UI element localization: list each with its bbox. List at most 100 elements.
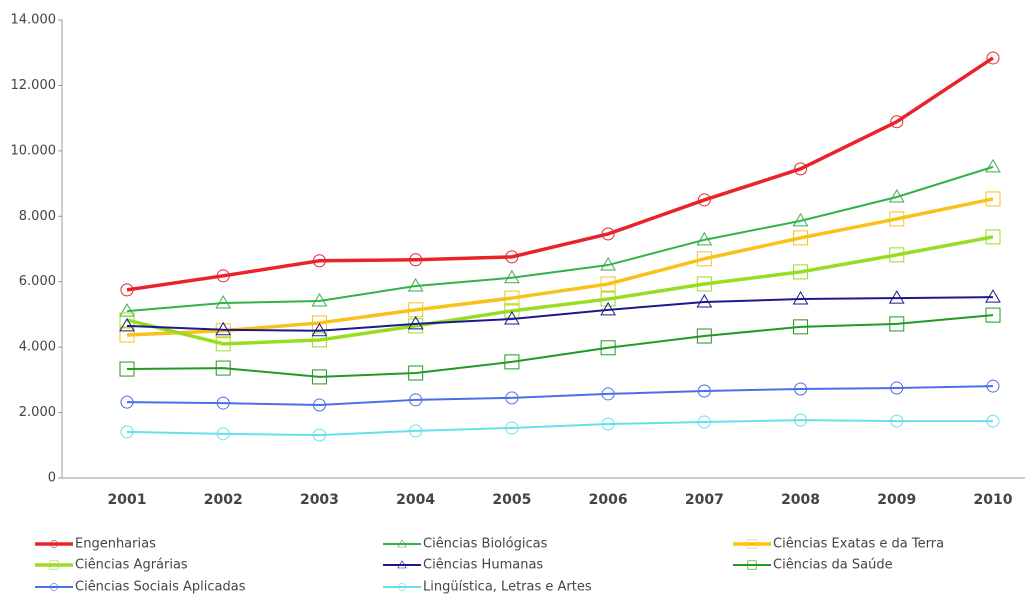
data-point — [312, 428, 326, 442]
data-point — [407, 315, 424, 330]
data-point — [601, 417, 615, 431]
data-point — [215, 360, 231, 376]
data-point — [888, 188, 905, 203]
x-tick-label: 2006 — [589, 492, 628, 508]
series-line — [126, 235, 994, 346]
data-point — [311, 293, 328, 307]
legend-marker — [747, 539, 757, 549]
x-tick-label: 2008 — [781, 492, 820, 508]
data-point — [792, 291, 809, 305]
legend-label: Lingüística, Letras e Artes — [423, 580, 592, 595]
data-point — [985, 191, 1001, 207]
legend-label: Ciências Agrárias — [75, 558, 188, 573]
data-point — [409, 253, 423, 267]
legend-label: Ciências Biológicas — [423, 537, 548, 552]
data-point — [407, 277, 424, 292]
data-point — [696, 251, 712, 267]
data-point — [216, 269, 230, 283]
data-point — [215, 294, 232, 309]
y-tick-label: 2.000 — [19, 405, 56, 420]
data-point — [504, 303, 520, 319]
data-point — [216, 427, 230, 441]
data-point — [119, 312, 135, 328]
data-point — [215, 321, 232, 336]
data-point — [312, 398, 326, 412]
series-line — [126, 419, 993, 437]
data-point — [696, 294, 713, 308]
data-point — [312, 254, 326, 268]
x-tick-label: 2005 — [492, 492, 531, 508]
x-tick-label: 2001 — [108, 492, 147, 508]
data-point — [215, 336, 231, 352]
y-tick-label: 6.000 — [19, 274, 56, 289]
legend-label: Ciências Exatas e da Terra — [773, 537, 944, 552]
data-point — [504, 354, 520, 370]
data-point — [986, 51, 1000, 65]
data-point — [890, 381, 904, 395]
x-tick-label: 2002 — [204, 492, 243, 508]
data-point — [890, 115, 904, 129]
series-line — [126, 56, 994, 292]
series-line — [126, 314, 994, 378]
y-tick-label: 12.000 — [11, 78, 57, 93]
data-point — [985, 158, 1001, 173]
data-point — [889, 211, 905, 227]
data-point — [889, 247, 905, 263]
legend-label: Ciências Sociais Aplicadas — [75, 580, 246, 595]
legend-label: Ciências Humanas — [423, 558, 543, 573]
data-point — [793, 230, 809, 246]
legend-marker — [50, 583, 58, 591]
data-point — [505, 250, 519, 264]
y-tick-label: 0 — [48, 471, 56, 486]
legend-label: Engenharias — [75, 537, 156, 552]
y-tick-label: 4.000 — [19, 340, 56, 355]
data-point — [888, 290, 905, 304]
legend-marker — [397, 539, 407, 548]
data-point — [311, 332, 327, 348]
data-point — [985, 289, 1001, 303]
legend-marker — [397, 560, 407, 569]
data-point — [794, 382, 808, 396]
data-point — [794, 413, 808, 427]
data-point — [505, 421, 519, 435]
data-point — [889, 316, 905, 332]
data-point — [311, 369, 327, 385]
data-point — [697, 384, 711, 398]
data-point — [697, 415, 711, 429]
legend-marker — [747, 560, 757, 570]
data-point — [409, 393, 423, 407]
legend-marker — [398, 583, 406, 591]
data-point — [311, 322, 328, 337]
data-point — [505, 391, 519, 405]
x-tick-label: 2004 — [396, 492, 435, 508]
data-point — [119, 327, 135, 343]
data-point — [119, 303, 135, 317]
x-tick-label: 2003 — [300, 492, 339, 508]
legend-marker — [50, 540, 58, 548]
data-point — [696, 231, 713, 246]
x-tick-label: 2010 — [974, 492, 1013, 508]
data-point — [985, 229, 1001, 245]
data-point — [216, 396, 230, 410]
data-point — [600, 291, 616, 307]
data-point — [600, 301, 616, 316]
data-point — [697, 193, 711, 207]
data-point — [985, 307, 1001, 323]
series-line — [126, 165, 994, 313]
data-point — [600, 276, 616, 292]
data-point — [696, 328, 712, 344]
x-tick-label: 2007 — [685, 492, 724, 508]
data-point — [793, 319, 809, 335]
data-point — [793, 264, 809, 280]
legend-marker — [49, 560, 59, 570]
data-point — [792, 212, 809, 227]
data-point — [504, 290, 520, 306]
data-point — [119, 317, 135, 332]
data-point — [408, 365, 424, 381]
x-tick-label: 2009 — [877, 492, 916, 508]
data-point — [600, 340, 616, 356]
data-point — [119, 361, 135, 377]
data-point — [890, 414, 904, 428]
data-point — [120, 395, 134, 409]
